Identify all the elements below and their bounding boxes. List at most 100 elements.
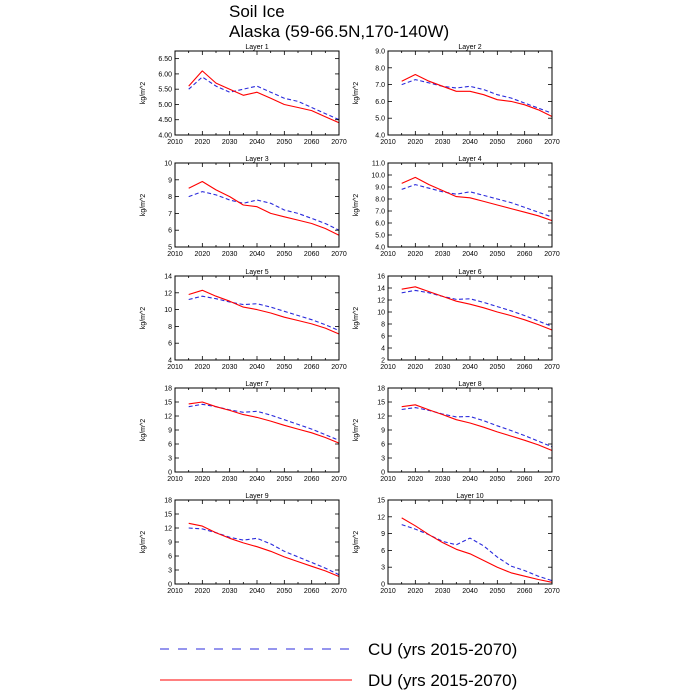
x-tick-label: 2060 [304,364,320,371]
y-axis-label: kg/m^2 [353,82,360,104]
x-tick-label: 2030 [435,476,451,483]
y-tick-label: 4 [168,358,172,365]
x-tick-label: 2020 [195,588,211,595]
series-line-cu [401,184,553,218]
y-tick-label: 10 [377,310,385,317]
y-tick-label: 10 [164,161,172,168]
x-tick-label: 2070 [331,364,347,371]
y-tick-label: 6.50 [158,56,172,63]
x-tick-label: 2060 [517,251,533,258]
y-tick-label: 3 [381,456,385,463]
y-tick-label: 8 [168,194,172,201]
y-tick-label: 6 [168,442,172,449]
y-tick-label: 12 [377,298,385,305]
y-tick-label: 3 [168,568,172,575]
y-tick-label: 14 [164,274,172,281]
y-tick-label: 0 [168,582,172,589]
x-tick-label: 2050 [490,251,506,258]
chart-panel-8: Layer 8 kg/m^2 2010 2020 2030 2040 2050 2060 207… [353,381,560,483]
x-tick-label: 2070 [544,588,560,595]
y-tick-label: 15 [377,498,385,505]
x-tick-label: 2040 [249,476,265,483]
x-tick-label: 2050 [277,139,293,146]
x-tick-label: 2030 [222,476,238,483]
y-tick-label: 12 [377,514,385,521]
x-tick-label: 2010 [380,588,396,595]
y-tick-label: 0 [381,470,385,477]
y-tick-label: 4 [381,346,385,353]
series-line-cu [188,191,340,231]
x-tick-label: 2040 [462,139,478,146]
x-tick-label: 2070 [544,476,560,483]
panel-title: Layer 4 [458,156,481,163]
x-tick-label: 2040 [462,364,478,371]
y-tick-label: 9 [381,428,385,435]
x-tick-label: 2030 [435,139,451,146]
y-tick-label: 9 [168,428,172,435]
x-tick-label: 2040 [249,139,265,146]
y-tick-label: 12 [164,414,172,421]
y-axis-label: kg/m^2 [140,82,147,104]
series-line-du [188,70,340,124]
x-tick-label: 2020 [408,364,424,371]
x-tick-label: 2060 [517,139,533,146]
chart-panel-9: Layer 9 kg/m^2 2010 2020 2030 2040 2050 2060 207… [140,493,347,595]
y-tick-label: 9 [381,531,385,538]
y-tick-label: 5.0 [375,116,385,123]
y-tick-label: 14 [377,286,385,293]
panel-title: Layer 8 [458,381,481,388]
x-tick-label: 2030 [435,364,451,371]
x-tick-label: 2050 [490,476,506,483]
chart-panel-7: Layer 7 kg/m^2 2010 2020 2030 2040 2050 2060 207… [140,381,347,483]
series-line-du [188,180,340,236]
series-line-du [188,522,340,578]
y-tick-label: 7 [168,211,172,218]
panel-title: Layer 3 [245,156,268,163]
y-tick-label: 18 [164,386,172,393]
y-tick-label: 5.50 [158,87,172,94]
x-tick-label: 2030 [222,588,238,595]
y-tick-label: 6 [168,341,172,348]
y-tick-label: 7.0 [375,82,385,89]
x-tick-label: 2070 [331,251,347,258]
y-tick-label: 18 [377,386,385,393]
x-tick-label: 2050 [490,139,506,146]
y-tick-label: 5.0 [375,233,385,240]
x-tick-label: 2070 [331,588,347,595]
legend: CU (yrs 2015-2070) DU (yrs 2015-2070) [160,640,517,690]
y-tick-label: 6 [381,548,385,555]
y-tick-label: 6 [168,228,172,235]
x-tick-label: 2070 [331,139,347,146]
x-tick-label: 2020 [408,139,424,146]
y-tick-label: 8 [381,322,385,329]
y-tick-label: 10.0 [371,173,385,180]
x-tick-label: 2060 [304,476,320,483]
panel-title: Layer 7 [245,381,268,388]
y-tick-label: 6.0 [375,99,385,106]
chart-panel-3: Layer 3 kg/m^2 2010 2020 2030 2040 2050 2060 207… [140,156,347,258]
y-tick-label: 4.00 [158,133,172,140]
y-tick-label: 8.0 [375,197,385,204]
x-tick-label: 2060 [304,588,320,595]
x-tick-label: 2010 [167,588,183,595]
y-tick-label: 15 [164,400,172,407]
y-tick-label: 11.0 [372,161,385,168]
y-axis-label: kg/m^2 [353,194,360,216]
x-tick-label: 2010 [380,251,396,258]
x-tick-label: 2060 [517,364,533,371]
x-tick-label: 2020 [408,251,424,258]
y-tick-label: 6 [381,442,385,449]
y-tick-label: 6.00 [158,71,172,78]
x-tick-label: 2010 [167,476,183,483]
chart-panel-1: Layer 1 kg/m^2 2010 2020 2030 2040 2050 2060 207… [140,44,347,146]
x-tick-label: 2030 [222,251,238,258]
y-tick-label: 9.0 [375,185,385,192]
x-tick-label: 2020 [408,588,424,595]
x-tick-label: 2050 [277,476,293,483]
y-axis-label: kg/m^2 [353,531,360,553]
y-axis-label: kg/m^2 [140,531,147,553]
y-axis-label: kg/m^2 [353,307,360,329]
